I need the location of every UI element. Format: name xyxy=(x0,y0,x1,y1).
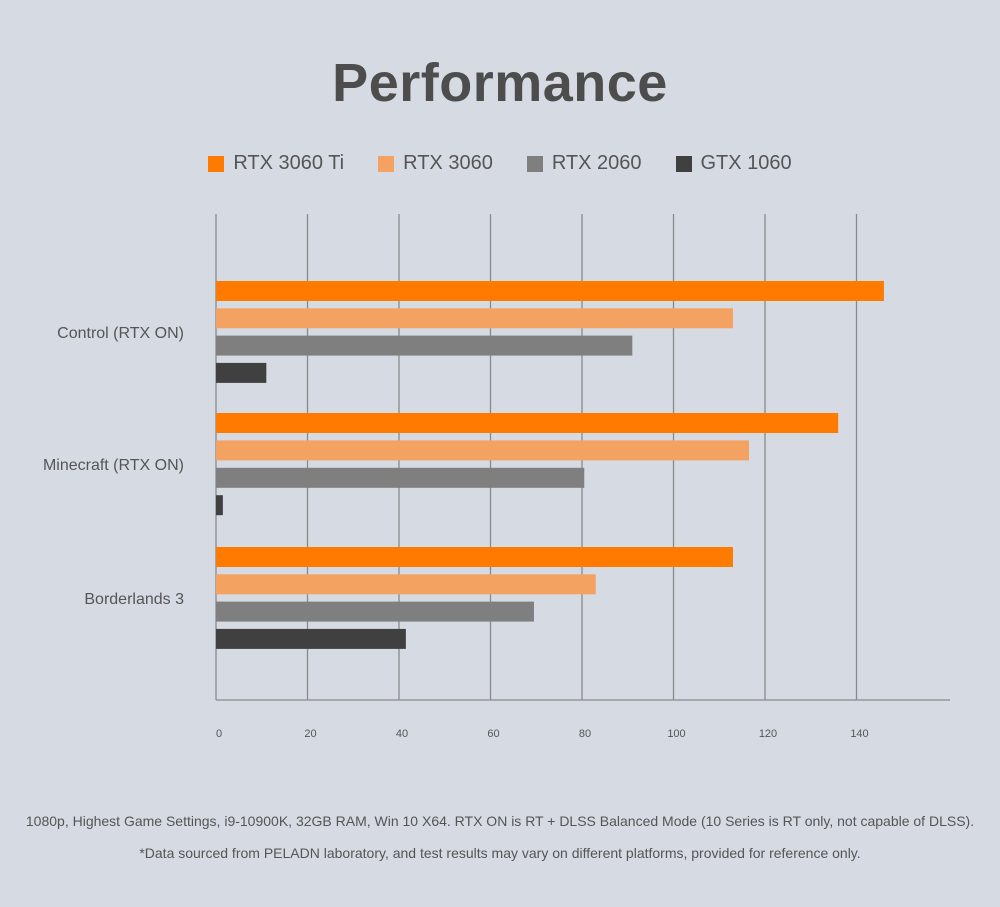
bar-control-rtx-on-rtx-3060 xyxy=(216,308,733,329)
x-tick-label-0: 0 xyxy=(216,728,222,740)
legend-label-rtx-3060-ti: RTX 3060 Ti xyxy=(233,152,345,174)
x-tick-label-60: 60 xyxy=(487,728,499,740)
y-category-label-control-rtx-on: Control (RTX ON) xyxy=(57,325,184,342)
legend-label-rtx-2060: RTX 2060 xyxy=(551,152,642,174)
legend-swatch-rtx-3060 xyxy=(378,155,395,172)
bar-control-rtx-on-rtx-3060-ti xyxy=(216,281,884,301)
bar-minecraft-rtx-on-rtx-3060-ti xyxy=(216,413,839,433)
bar-control-rtx-on-rtx-2060 xyxy=(216,335,633,356)
chart-title: Performance xyxy=(332,53,668,113)
bar-minecraft-rtx-on-rtx-2060 xyxy=(216,467,585,488)
bar-borderlands-3-rtx-2060 xyxy=(216,601,534,622)
legend-label-gtx-1060: GTX 1060 xyxy=(700,152,792,174)
legend-item-rtx-3060: RTX 3060 xyxy=(378,152,493,175)
legend-item-rtx-2060: RTX 2060 xyxy=(526,152,642,175)
footnote-settings: 1080p, Highest Game Settings, i9-10900K,… xyxy=(25,813,975,829)
legend-label-rtx-3060: RTX 3060 xyxy=(403,152,493,174)
legend-swatch-rtx-2060 xyxy=(526,155,543,172)
legend-swatch-rtx-3060-ti xyxy=(208,155,225,172)
legend-item-gtx-1060: GTX 1060 xyxy=(675,152,792,175)
x-tick-label-100: 100 xyxy=(667,728,685,740)
bar-borderlands-3-rtx-3060 xyxy=(216,574,596,595)
x-tick-label-80: 80 xyxy=(579,728,591,740)
y-category-label-minecraft-rtx-on: Minecraft (RTX ON) xyxy=(43,457,184,474)
bar-minecraft-rtx-on-rtx-3060 xyxy=(216,440,749,461)
footnote-disclaimer: *Data sourced from PELADN laboratory, an… xyxy=(139,845,861,861)
x-tick-label-20: 20 xyxy=(304,728,316,740)
legend-item-rtx-3060-ti: RTX 3060 Ti xyxy=(208,152,344,175)
bar-borderlands-3-gtx-1060 xyxy=(216,628,406,649)
bar-borderlands-3-rtx-3060-ti xyxy=(216,547,733,567)
bar-minecraft-rtx-on-gtx-1060 xyxy=(216,495,223,516)
x-tick-label-120: 120 xyxy=(759,728,777,740)
x-tick-label-40: 40 xyxy=(396,728,408,740)
y-category-label-borderlands-3: Borderlands 3 xyxy=(84,591,184,608)
x-tick-label-140: 140 xyxy=(850,728,868,740)
bar-control-rtx-on-gtx-1060 xyxy=(216,362,267,383)
legend: RTX 3060 Ti RTX 3060 RTX 2060 GTX 1060 xyxy=(0,152,1000,175)
legend-swatch-gtx-1060 xyxy=(675,155,692,172)
